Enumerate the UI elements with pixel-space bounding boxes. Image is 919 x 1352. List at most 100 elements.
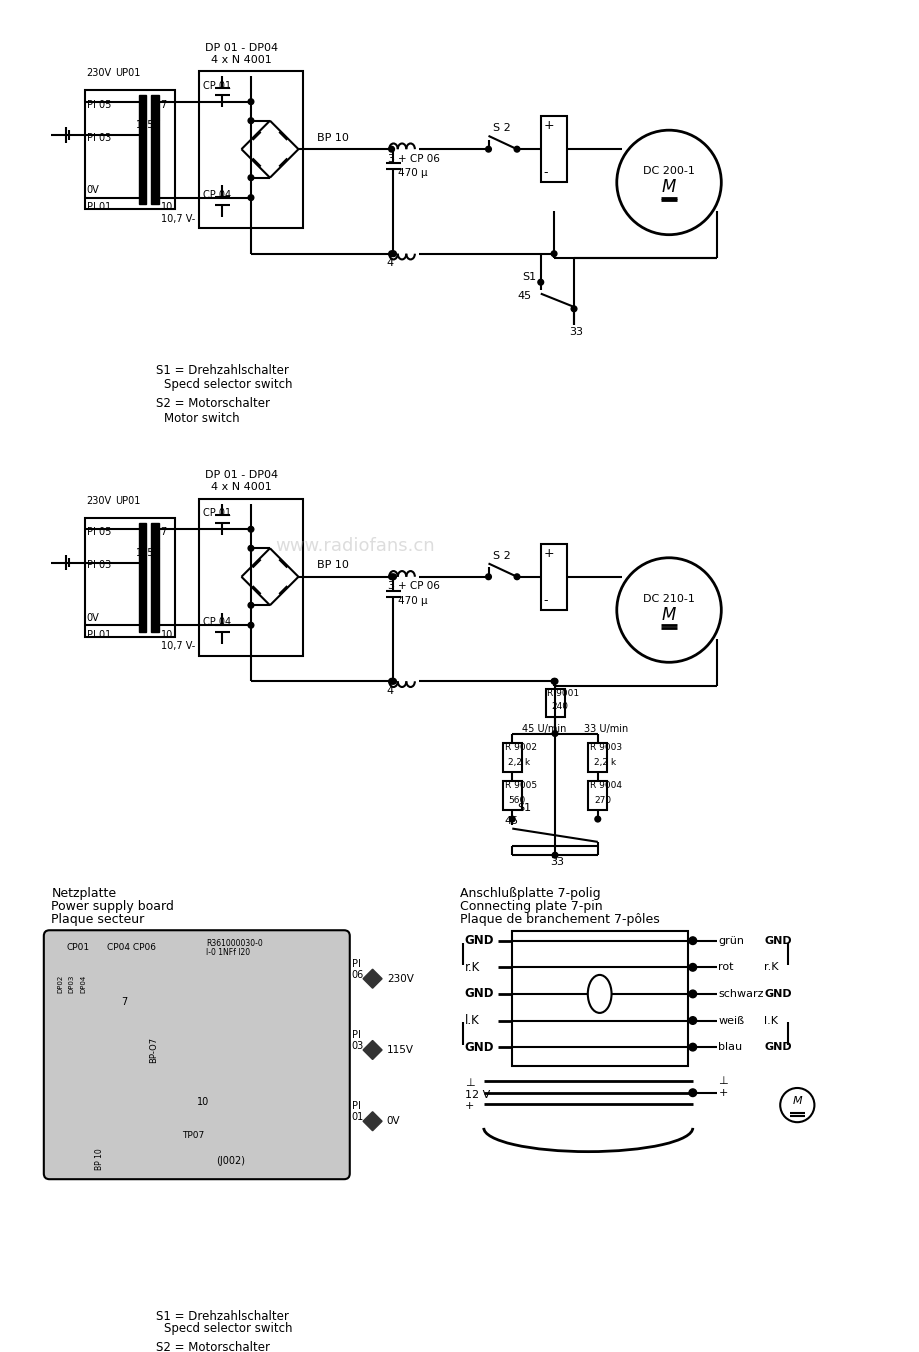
Text: PI: PI <box>351 1101 360 1111</box>
Text: Anschlußplatte 7-polig: Anschlußplatte 7-polig <box>460 887 600 899</box>
Text: DP02: DP02 <box>57 975 63 992</box>
Text: 4 x N 4001: 4 x N 4001 <box>210 483 271 492</box>
Text: 3: 3 <box>386 154 393 164</box>
Text: + CP 06: + CP 06 <box>398 581 439 591</box>
Circle shape <box>514 146 519 151</box>
Circle shape <box>389 251 394 257</box>
Text: 3: 3 <box>386 581 393 591</box>
Text: 240: 240 <box>550 703 568 711</box>
Text: + CP 06: + CP 06 <box>398 154 439 164</box>
Text: Plaque de branchement 7-pôles: Plaque de branchement 7-pôles <box>460 914 659 926</box>
Text: R 9003: R 9003 <box>589 744 621 752</box>
Circle shape <box>551 730 557 737</box>
Text: Connecting plate 7-pin: Connecting plate 7-pin <box>460 900 602 913</box>
Bar <box>540 544 567 610</box>
Polygon shape <box>363 1041 381 1060</box>
Bar <box>545 690 564 718</box>
Circle shape <box>391 573 396 580</box>
Text: +: + <box>464 1101 473 1111</box>
Text: +: + <box>718 1088 727 1098</box>
Text: 470 µ: 470 µ <box>398 168 427 178</box>
Circle shape <box>248 195 254 200</box>
Text: DC 200-1: DC 200-1 <box>642 166 694 176</box>
Text: PI: PI <box>351 959 360 968</box>
Text: 115V: 115V <box>386 1045 414 1055</box>
Text: l.K: l.K <box>764 1015 777 1026</box>
Text: 115V: 115V <box>136 548 161 558</box>
Text: 230V: 230V <box>386 973 414 984</box>
Text: ⊥: ⊥ <box>718 1076 728 1086</box>
Text: R361000030-0: R361000030-0 <box>206 940 263 948</box>
Text: 4: 4 <box>386 258 393 268</box>
Text: 45: 45 <box>505 817 518 826</box>
Text: R 9004: R 9004 <box>589 781 621 791</box>
Ellipse shape <box>587 975 611 1013</box>
Polygon shape <box>139 523 146 631</box>
Text: 45: 45 <box>516 291 530 300</box>
Text: Power supply board: Power supply board <box>51 900 174 913</box>
Text: blau: blau <box>718 1042 742 1052</box>
Circle shape <box>389 573 394 580</box>
Circle shape <box>391 251 396 257</box>
Text: 33: 33 <box>550 857 563 867</box>
Text: M: M <box>791 1096 801 1106</box>
Text: ⊥: ⊥ <box>464 1079 474 1088</box>
Text: CP 04: CP 04 <box>203 189 232 200</box>
Text: 33: 33 <box>569 327 583 337</box>
Polygon shape <box>363 1111 381 1130</box>
Text: 10,7 V-: 10,7 V- <box>161 641 195 652</box>
Text: GND: GND <box>764 1042 791 1052</box>
Text: R 9005: R 9005 <box>505 781 536 791</box>
Text: S1 = Drehzahlschalter: S1 = Drehzahlschalter <box>155 1310 289 1322</box>
Circle shape <box>688 990 696 998</box>
Bar <box>199 499 303 656</box>
Circle shape <box>248 603 254 608</box>
Text: S2 = Motorschalter: S2 = Motorschalter <box>155 397 269 411</box>
Circle shape <box>688 1088 696 1096</box>
Circle shape <box>391 679 396 684</box>
Text: DP 01 - DP04: DP 01 - DP04 <box>205 42 278 53</box>
Text: schwarz: schwarz <box>718 988 763 999</box>
Circle shape <box>248 174 254 181</box>
Text: 2,2 k: 2,2 k <box>508 757 530 767</box>
Text: 10: 10 <box>161 203 173 212</box>
Text: 06: 06 <box>351 969 364 980</box>
Text: GND: GND <box>464 934 494 948</box>
Text: R 9002: R 9002 <box>505 744 536 752</box>
Text: 470 µ: 470 µ <box>398 595 427 606</box>
Circle shape <box>248 118 254 123</box>
Text: UP01: UP01 <box>115 68 141 78</box>
Text: Specd selector switch: Specd selector switch <box>164 1322 291 1334</box>
Text: S1 = Drehzahlschalter: S1 = Drehzahlschalter <box>155 364 289 377</box>
Text: r.K: r.K <box>764 963 777 972</box>
Text: +: + <box>543 119 553 132</box>
Text: -: - <box>543 166 548 180</box>
Text: GND: GND <box>464 1041 494 1053</box>
Text: PI: PI <box>351 1030 360 1040</box>
Text: M: M <box>661 606 675 623</box>
Circle shape <box>389 146 394 151</box>
Circle shape <box>779 1088 813 1122</box>
Text: UP01: UP01 <box>115 496 141 506</box>
Polygon shape <box>363 969 381 988</box>
Text: -: - <box>543 594 548 607</box>
Circle shape <box>485 146 491 151</box>
Text: S1: S1 <box>516 803 530 813</box>
Bar <box>85 518 175 637</box>
Circle shape <box>688 937 696 945</box>
Circle shape <box>248 545 254 552</box>
Text: weiß: weiß <box>718 1015 743 1026</box>
Text: 270: 270 <box>594 795 610 804</box>
Text: DP04: DP04 <box>80 975 85 992</box>
Circle shape <box>616 558 720 662</box>
Bar <box>512 932 687 1067</box>
Circle shape <box>485 573 491 580</box>
Circle shape <box>550 251 556 257</box>
Text: CP 04: CP 04 <box>203 618 232 627</box>
Text: GND: GND <box>464 987 494 1000</box>
Text: 4: 4 <box>386 685 393 696</box>
Text: S 2: S 2 <box>493 123 510 134</box>
Text: R 9001: R 9001 <box>547 690 579 698</box>
Bar <box>199 72 303 228</box>
Bar <box>587 781 607 810</box>
